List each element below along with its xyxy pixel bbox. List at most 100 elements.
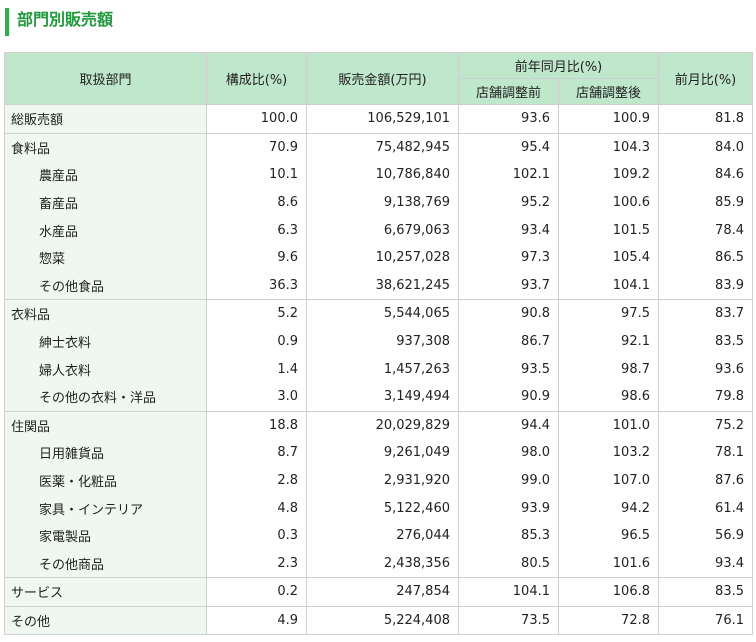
yoy-before-cell: 94.4 — [458, 410, 559, 440]
ratio-cell: 4.8 — [206, 494, 307, 522]
yoy-after-cell: 100.9 — [558, 104, 659, 134]
yoy-before-cell: 93.6 — [458, 104, 559, 134]
dept-cell: 婦人衣料 — [4, 355, 207, 383]
yoy-after-cell: 101.5 — [558, 216, 659, 244]
ratio-cell: 1.4 — [206, 355, 307, 383]
yoy-after-cell: 92.1 — [558, 327, 659, 356]
table-row: 住関品 18.8 20,029,829 94.4 101.0 75.2 — [4, 410, 753, 440]
header-yoy-after: 店舗調整後 — [558, 78, 659, 105]
dept-cell: 総販売額 — [4, 104, 207, 134]
yoy-before-cell: 99.0 — [458, 466, 559, 495]
table-row: その他食品 36.3 38,621,245 93.7 104.1 83.9 — [4, 271, 753, 300]
ratio-cell: 100.0 — [206, 104, 307, 134]
yoy-after-cell: 107.0 — [558, 466, 659, 495]
sales-cell: 5,544,065 — [306, 299, 459, 328]
mom-cell: 76.1 — [658, 605, 753, 636]
dept-cell: その他商品 — [4, 549, 207, 578]
mom-cell: 93.6 — [658, 355, 753, 383]
yoy-after-cell: 98.7 — [558, 355, 659, 383]
department-sales-table: 取扱部門 構成比(%) 販売金額(万円) 前年同月比(%) 前月比(%) 店舗調… — [4, 52, 753, 636]
ratio-cell: 5.2 — [206, 299, 307, 328]
yoy-before-cell: 98.0 — [458, 439, 559, 467]
ratio-cell: 0.2 — [206, 577, 307, 607]
yoy-before-cell: 102.1 — [458, 161, 559, 189]
heading-accent-bar — [5, 8, 9, 36]
header-dept: 取扱部門 — [4, 52, 207, 105]
ratio-cell: 2.3 — [206, 549, 307, 578]
ratio-cell: 6.3 — [206, 216, 307, 244]
sales-cell: 5,122,460 — [306, 494, 459, 522]
table-row: その他の衣料・洋品 3.0 3,149,494 90.9 98.6 79.8 — [4, 382, 753, 412]
ratio-cell: 9.6 — [206, 243, 307, 272]
yoy-before-cell: 93.5 — [458, 355, 559, 383]
sales-cell: 937,308 — [306, 327, 459, 356]
yoy-after-cell: 98.6 — [558, 382, 659, 412]
table-body: 総販売額 100.0 106,529,101 93.6 100.9 81.8 食料品 70.9… — [4, 104, 753, 636]
mom-cell: 83.9 — [658, 271, 753, 300]
sales-cell: 247,854 — [306, 577, 459, 607]
yoy-after-cell: 94.2 — [558, 494, 659, 522]
sales-cell: 10,257,028 — [306, 243, 459, 272]
dept-cell: 水産品 — [4, 216, 207, 244]
mom-cell: 85.9 — [658, 188, 753, 217]
yoy-before-cell: 86.7 — [458, 327, 559, 356]
sales-cell: 20,029,829 — [306, 410, 459, 440]
ratio-cell: 0.9 — [206, 327, 307, 356]
ratio-cell: 2.8 — [206, 466, 307, 495]
yoy-after-cell: 72.8 — [558, 605, 659, 636]
dept-cell: 日用雑貨品 — [4, 439, 207, 467]
table-row: 日用雑貨品 8.7 9,261,049 98.0 103.2 78.1 — [4, 439, 753, 467]
table-row: 農産品 10.1 10,786,840 102.1 109.2 84.6 — [4, 161, 753, 189]
mom-cell: 87.6 — [658, 466, 753, 495]
header-yoy-group: 前年同月比(%) — [458, 52, 659, 79]
table-row: 食料品 70.9 75,482,945 95.4 104.3 84.0 — [4, 132, 753, 162]
mom-cell: 84.0 — [658, 132, 753, 162]
ratio-cell: 36.3 — [206, 271, 307, 300]
sales-cell: 1,457,263 — [306, 355, 459, 383]
sales-cell: 2,931,920 — [306, 466, 459, 495]
header-yoy-before: 店舗調整前 — [458, 78, 559, 105]
sales-cell: 9,261,049 — [306, 439, 459, 467]
dept-cell: 紳士衣料 — [4, 327, 207, 356]
sales-cell: 75,482,945 — [306, 132, 459, 162]
yoy-before-cell: 73.5 — [458, 605, 559, 636]
yoy-after-cell: 104.1 — [558, 271, 659, 300]
yoy-after-cell: 104.3 — [558, 132, 659, 162]
dept-cell: サービス — [4, 577, 207, 607]
yoy-before-cell: 93.4 — [458, 216, 559, 244]
dept-cell: その他の衣料・洋品 — [4, 382, 207, 412]
yoy-after-cell: 97.5 — [558, 299, 659, 328]
ratio-cell: 70.9 — [206, 132, 307, 162]
yoy-after-cell: 109.2 — [558, 161, 659, 189]
dept-cell: 家電製品 — [4, 521, 207, 550]
mom-cell: 75.2 — [658, 410, 753, 440]
mom-cell: 78.4 — [658, 216, 753, 244]
dept-cell: その他食品 — [4, 271, 207, 300]
sales-cell: 6,679,063 — [306, 216, 459, 244]
ratio-cell: 8.6 — [206, 188, 307, 217]
mom-cell: 84.6 — [658, 161, 753, 189]
mom-cell: 78.1 — [658, 439, 753, 467]
mom-cell: 56.9 — [658, 521, 753, 550]
dept-cell: 食料品 — [4, 132, 207, 162]
ratio-cell: 0.3 — [206, 521, 307, 550]
table-row: 婦人衣料 1.4 1,457,263 93.5 98.7 93.6 — [4, 355, 753, 383]
yoy-after-cell: 103.2 — [558, 439, 659, 467]
dept-cell: 畜産品 — [4, 188, 207, 217]
table-row: 畜産品 8.6 9,138,769 95.2 100.6 85.9 — [4, 188, 753, 217]
mom-cell: 61.4 — [658, 494, 753, 522]
ratio-cell: 4.9 — [206, 605, 307, 636]
yoy-before-cell: 104.1 — [458, 577, 559, 607]
page-title: 部門別販売額 — [17, 10, 114, 29]
sales-cell: 5,224,408 — [306, 605, 459, 636]
header-ratio: 構成比(%) — [206, 52, 307, 105]
yoy-after-cell: 101.0 — [558, 410, 659, 440]
sales-cell: 3,149,494 — [306, 382, 459, 412]
mom-cell: 93.4 — [658, 549, 753, 578]
yoy-before-cell: 95.2 — [458, 188, 559, 217]
table-row: 家具・インテリア 4.8 5,122,460 93.9 94.2 61.4 — [4, 494, 753, 522]
table-row: サービス 0.2 247,854 104.1 106.8 83.5 — [4, 577, 753, 607]
yoy-after-cell: 101.6 — [558, 549, 659, 578]
table-row: 水産品 6.3 6,679,063 93.4 101.5 78.4 — [4, 216, 753, 244]
yoy-before-cell: 80.5 — [458, 549, 559, 578]
